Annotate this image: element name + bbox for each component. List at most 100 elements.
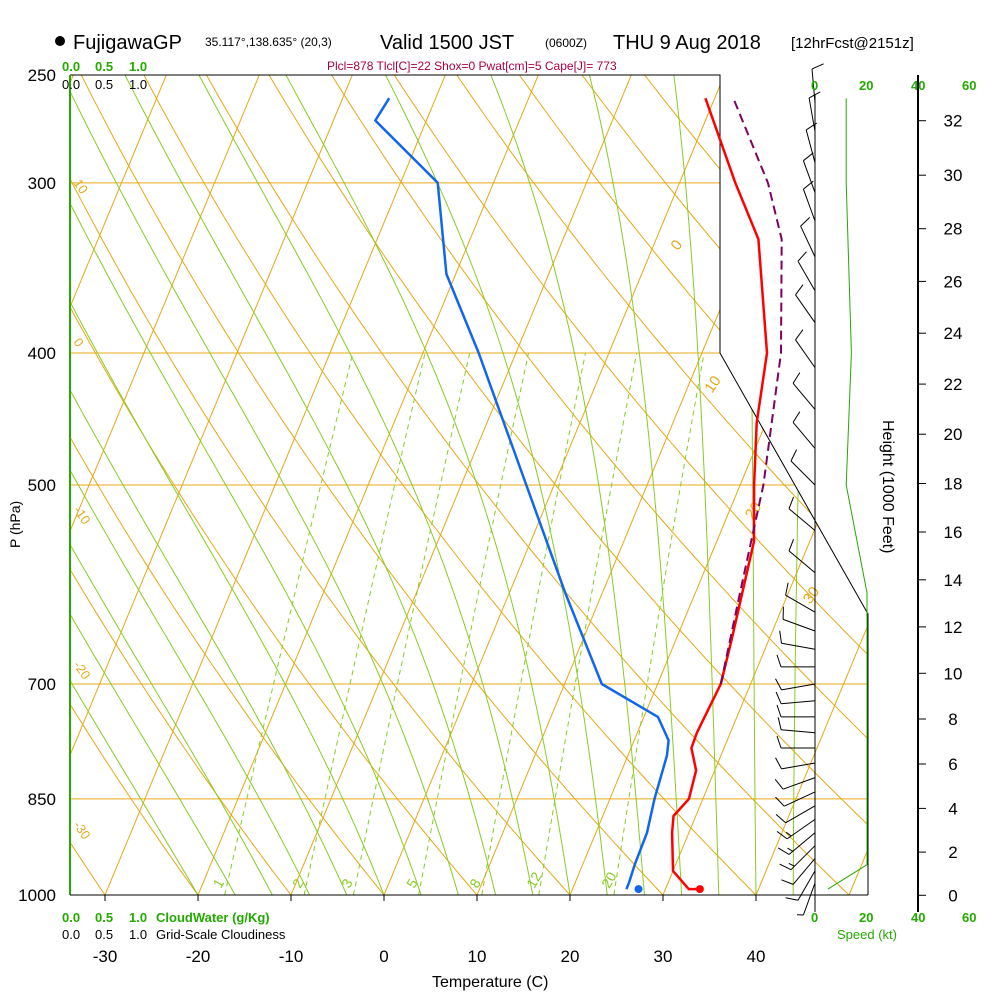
dry-adiabat-line <box>70 75 571 895</box>
thermo-grid <box>70 75 868 895</box>
isotherm-label: 0 <box>667 237 686 254</box>
moist-adiabat-line <box>673 75 720 895</box>
isotherm-line <box>104 75 446 895</box>
wind-barb <box>775 678 816 691</box>
pressure-axis-title: P (hPa) <box>7 501 23 548</box>
moist-adiabat-line <box>70 75 385 895</box>
height-axis-title: Height (1000 Feet) <box>879 420 896 553</box>
speed-top-tick: 60 <box>962 78 976 93</box>
moist-adiabat-line <box>198 75 534 895</box>
dry-adiabat-label: 10 <box>71 176 92 196</box>
temperature-tick-label: -30 <box>93 947 118 966</box>
wind-barb <box>776 654 815 668</box>
pressure-tick-label: 300 <box>28 174 56 193</box>
mixing-ratio-line <box>538 352 638 895</box>
cw-top-tick: 0.5 <box>95 59 113 74</box>
wind-speed-profile-line <box>827 98 868 890</box>
temperature-axis: -30 -20 -10 0 10 20 30 40 <box>93 895 765 966</box>
cw-bottom-tick: 1.0 <box>129 910 147 925</box>
speed-axis-label: Speed (kt) <box>837 927 897 942</box>
height-tick-label: 2 <box>948 843 957 862</box>
forecast-info: [12hrFcst@2151z] <box>791 35 914 52</box>
speed-bottom-tick: 60 <box>962 910 976 925</box>
height-tick-label: 10 <box>944 664 963 683</box>
mixing-ratio-label: 5 <box>403 876 421 891</box>
wind-barb <box>777 832 816 855</box>
mixing-ratio-line <box>303 352 426 895</box>
temperature-tick-label: 10 <box>468 947 487 966</box>
temperature-axis-title: Temperature (C) <box>432 974 548 991</box>
moist-adiabat-line <box>124 75 497 895</box>
dry-adiabat-line <box>268 75 868 895</box>
cw-bottom-tick: 0.0 <box>62 910 80 925</box>
wind-barb <box>781 858 816 885</box>
mixing-ratio-line <box>224 352 354 895</box>
wind-barb <box>795 284 816 323</box>
surface-temperature-marker <box>695 885 704 894</box>
isotherm-line <box>755 75 868 895</box>
valid-date: THU 9 Aug 2018 <box>613 32 761 54</box>
wind-barb <box>792 411 816 449</box>
isotherm-line <box>848 75 868 895</box>
cloudwater-bottom-ticks: 0.0 0.5 1.0 CloudWater (g/Kg) <box>62 910 270 925</box>
mixing-ratio-line <box>352 352 471 895</box>
height-tick-label: 28 <box>944 220 963 239</box>
height-tick-label: 8 <box>948 710 957 729</box>
dry-adiabat-label: 0 <box>71 335 87 350</box>
wind-barb <box>782 606 816 632</box>
mixing-ratio-line <box>418 352 529 895</box>
isotherm-line <box>476 75 818 895</box>
pressure-tick-label: 400 <box>28 344 56 363</box>
wind-barb <box>788 539 816 574</box>
wind-barb <box>775 805 816 824</box>
sounding-series <box>374 97 783 894</box>
pressure-tick-label: 1000 <box>18 886 56 905</box>
mixing-ratio-label: 12 <box>523 869 545 891</box>
parcel-profile-line <box>719 97 783 685</box>
cl-top-tick: 0.0 <box>62 77 80 92</box>
moist-adiabat-line <box>70 75 422 895</box>
dry-adiabat-label: -30 <box>71 818 94 842</box>
wind-barb <box>788 496 816 531</box>
moist-adiabat-line <box>70 75 273 895</box>
sounding-params: Plcl=878 Tlcl[C]=22 Shox=0 Pwat[cm]=5 Ca… <box>327 59 617 73</box>
cl-top-tick: 1.0 <box>129 77 147 92</box>
speed-bottom-tick: 40 <box>911 910 925 925</box>
wind-barb <box>777 717 816 734</box>
height-tick-label: 22 <box>944 375 963 394</box>
isotherm-line <box>290 75 632 895</box>
cloudiness-label: Grid-Scale Cloudiness <box>156 927 286 942</box>
height-tick-label: 4 <box>948 799 957 818</box>
cloudiness-top-ticks: 0.0 0.5 1.0 <box>62 77 147 92</box>
wind-barb <box>797 251 816 291</box>
wind-barb <box>775 757 816 770</box>
dry-adiabat-label: -20 <box>71 658 94 682</box>
valid-time: Valid 1500 JST <box>380 32 514 54</box>
temperature-tick-label: -10 <box>279 947 304 966</box>
speed-bottom-tick: 20 <box>859 910 873 925</box>
wind-barb <box>779 845 816 871</box>
station-name: FujigawaGP <box>73 32 182 54</box>
wind-panel <box>774 63 868 916</box>
pressure-tick-label: 700 <box>28 675 56 694</box>
wind-barb <box>776 818 816 840</box>
mixing-ratio-line <box>613 352 705 895</box>
cl-top-tick: 0.5 <box>95 77 113 92</box>
temperature-tick-label: 20 <box>561 947 580 966</box>
wind-barb <box>785 870 816 901</box>
isotherm-line <box>383 75 725 895</box>
temperature-tick-label: 30 <box>654 947 673 966</box>
wind-barb <box>776 704 815 718</box>
wind-barb <box>785 582 816 613</box>
speed-top-tick: 20 <box>859 78 873 93</box>
moist-adiabat-line <box>70 75 311 895</box>
mixing-ratio-label: 3 <box>338 876 356 891</box>
cloudwater-label: CloudWater (g/Kg) <box>156 910 270 925</box>
dry-adiabat-line <box>70 75 385 895</box>
pressure-axis: 250 300 400 500 700 850 1000 <box>18 66 56 905</box>
station-dot <box>55 36 65 46</box>
wind-barb <box>802 152 816 193</box>
